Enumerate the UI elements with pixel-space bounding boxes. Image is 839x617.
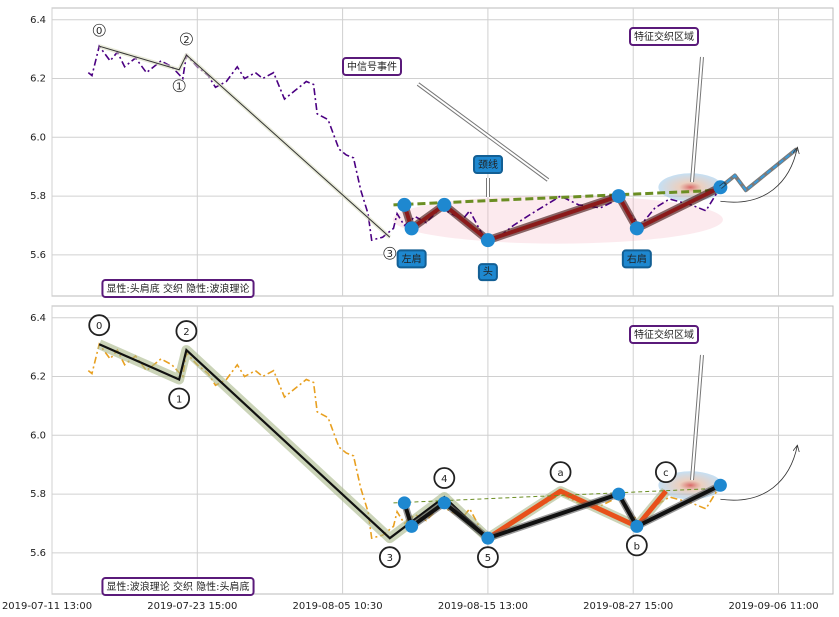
wave-label: 1 [176, 82, 182, 93]
wave-label-circle [168, 387, 191, 410]
wave-label: b [634, 541, 640, 552]
wave-label-circle [175, 320, 198, 342]
wave-label: 2 [183, 327, 189, 338]
annotation-box [101, 577, 255, 596]
x-tick-label: 2019-08-05 10:30 [293, 601, 383, 612]
annotation-box [621, 249, 652, 269]
wave-label-circle [180, 32, 193, 46]
wave-label-circle [549, 461, 572, 484]
wave-label: 0 [96, 321, 102, 332]
y-tick-label: 6.2 [30, 372, 46, 383]
y-tick-label: 5.6 [30, 250, 46, 261]
wave-label: 5 [485, 553, 491, 564]
annotation-box [396, 249, 427, 269]
trend-arrow [720, 147, 797, 203]
y-tick-label: 6.2 [30, 74, 46, 85]
trend-arrow [720, 445, 797, 501]
wave-label-circle [477, 546, 499, 569]
wave-label: 3 [387, 249, 393, 260]
pattern-point [437, 197, 452, 212]
annotation-text: 右肩 [627, 252, 647, 265]
annotation-text: 头 [483, 266, 493, 278]
y-tick-label: 6.0 [30, 430, 46, 441]
annotation-text: 显性:头肩底 交织 隐性:波浪理论 [106, 282, 249, 295]
pattern-point [437, 496, 451, 510]
x-tick-label: 2019-08-27 15:00 [583, 601, 673, 612]
neckline [393, 487, 721, 504]
annotation-box [342, 57, 402, 76]
annotation-arrow [691, 56, 703, 183]
x-tick-label: 2019-09-06 11:00 [728, 601, 818, 612]
annotation-text: 显性:波浪理论 交织 隐性:头肩底 [106, 580, 249, 593]
wave-label-circle [655, 461, 677, 484]
x-tick-label: 2019-07-11 13:00 [2, 601, 92, 612]
annotation-text: 特征交织区域 [634, 328, 694, 341]
pattern-point [397, 197, 412, 212]
plot-area [51, 305, 834, 595]
wave-label-circle [378, 546, 401, 569]
annotation-arrow [691, 354, 703, 481]
annotation-text: 左肩 [402, 252, 422, 265]
annotation-box [629, 325, 699, 344]
wave-label-circle [172, 79, 186, 93]
pattern-point [480, 233, 495, 248]
wave-label: c [663, 468, 669, 479]
x-tick-label: 2019-08-15 13:00 [438, 601, 528, 612]
annotation-box [629, 27, 699, 46]
wave-label: 1 [176, 394, 182, 405]
annotation-box [101, 279, 255, 298]
pattern-point [611, 189, 626, 204]
wave-label: 2 [183, 35, 189, 46]
pattern-point [629, 221, 644, 236]
y-tick-label: 6.4 [30, 313, 46, 324]
y-tick-label: 6.0 [30, 132, 46, 143]
wave-label-circle [88, 314, 111, 337]
wave-label: 4 [441, 474, 447, 485]
wave-label-circle [433, 467, 456, 489]
wave-label: a [557, 468, 563, 479]
wave-label-circle [92, 23, 106, 37]
wave-label-circle [383, 246, 397, 260]
pattern-point [713, 478, 727, 492]
wave-line [99, 45, 391, 238]
correction-line [486, 488, 668, 541]
pattern-point [481, 531, 495, 545]
annotation-text: 中信号事件 [347, 60, 397, 73]
projection-line [719, 148, 798, 192]
y-tick-label: 5.8 [30, 191, 46, 202]
pattern-point [612, 487, 626, 501]
y-tick-label: 5.6 [30, 548, 46, 559]
y-tick-label: 6.4 [30, 15, 46, 26]
pattern-point [397, 496, 411, 510]
wave-label: 0 [96, 26, 102, 37]
wave-label-circle [625, 534, 648, 557]
x-tick-label: 2019-07-23 15:00 [147, 601, 237, 612]
wave-label: 3 [387, 553, 393, 564]
y-tick-label: 5.8 [30, 489, 46, 500]
annotation-box [477, 263, 498, 282]
pattern-point [630, 519, 644, 533]
annotation-text: 特征交织区域 [634, 30, 694, 43]
annotation-text: 颈线 [478, 158, 498, 171]
pattern-point [404, 221, 419, 236]
pattern-point [405, 519, 419, 533]
annotation-box [473, 155, 503, 174]
annotation-arrow [417, 83, 549, 181]
plot-area [51, 7, 834, 297]
price-line [87, 44, 722, 245]
